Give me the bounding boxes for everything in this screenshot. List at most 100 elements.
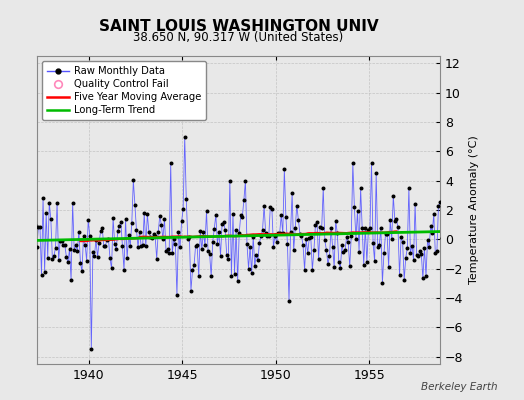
Point [205,251,214,257]
Text: Berkeley Earth: Berkeley Earth [421,382,498,392]
Point [168,250,177,256]
Point [123,255,132,262]
Point [226,178,234,184]
Point [272,239,281,245]
Point [174,229,183,235]
Point [235,230,243,237]
Point [353,208,362,214]
Point [45,200,53,206]
Point [188,267,196,273]
Point [340,249,348,256]
Point [187,288,195,294]
Point [96,228,105,234]
Point [325,253,334,260]
Point [423,237,432,244]
Point [106,255,114,262]
Point [283,241,292,247]
Point [422,272,430,279]
Point [220,219,228,225]
Point [408,242,416,249]
Point [405,185,413,191]
Point [176,244,184,250]
Point [163,246,172,252]
Point [285,298,293,304]
Point [406,250,414,256]
Point [138,242,147,248]
Point [332,218,340,224]
Point [37,272,46,278]
Point [173,292,181,298]
Point [333,230,342,236]
Point [118,243,127,250]
Point [296,230,304,237]
Point [210,226,219,232]
Point [111,241,119,247]
Point [130,202,139,208]
Point [75,228,83,235]
Point [417,251,425,257]
Point [148,235,156,241]
Point [338,242,346,248]
Point [162,248,170,254]
Point [341,247,349,254]
Point [329,244,337,250]
Point [72,242,80,248]
Point [348,160,357,166]
Point [335,259,343,265]
Point [279,230,287,236]
Point [436,199,444,206]
Point [280,166,289,172]
Point [391,218,399,224]
Point [269,244,278,250]
Point [342,234,351,240]
Point [114,228,122,234]
Point [266,204,275,210]
Point [109,215,117,221]
Point [140,210,148,216]
Point [367,160,376,166]
Point [263,233,271,240]
Point [223,252,231,258]
Point [400,276,408,283]
Point [115,222,124,229]
Point [70,247,79,254]
Point [178,218,186,224]
Point [129,177,137,183]
Point [299,242,307,248]
Point [425,244,433,250]
Point [84,217,92,223]
Point [196,228,204,234]
Point [414,253,422,260]
Point [389,192,398,199]
Point [100,243,108,249]
Point [78,268,86,275]
Point [260,203,268,209]
Point [276,230,284,236]
Point [431,250,440,257]
Point [149,230,158,237]
Point [297,232,305,239]
Point [352,236,360,242]
Point [170,236,178,242]
Point [375,242,384,248]
Point [50,252,58,259]
Point [321,237,329,244]
Point [303,250,312,256]
Point [420,244,429,251]
Point [319,185,328,191]
Point [250,262,259,269]
Point [101,243,110,249]
Point [232,226,241,233]
Text: 38.650 N, 90.317 W (United States): 38.650 N, 90.317 W (United States) [133,31,344,44]
Point [212,212,220,218]
Point [377,225,385,231]
Point [64,259,72,266]
Point [95,239,103,246]
Point [313,218,321,225]
Point [58,238,66,244]
Point [224,256,233,262]
Point [428,230,436,236]
Point [56,238,64,244]
Point [134,244,142,250]
Point [364,227,373,233]
